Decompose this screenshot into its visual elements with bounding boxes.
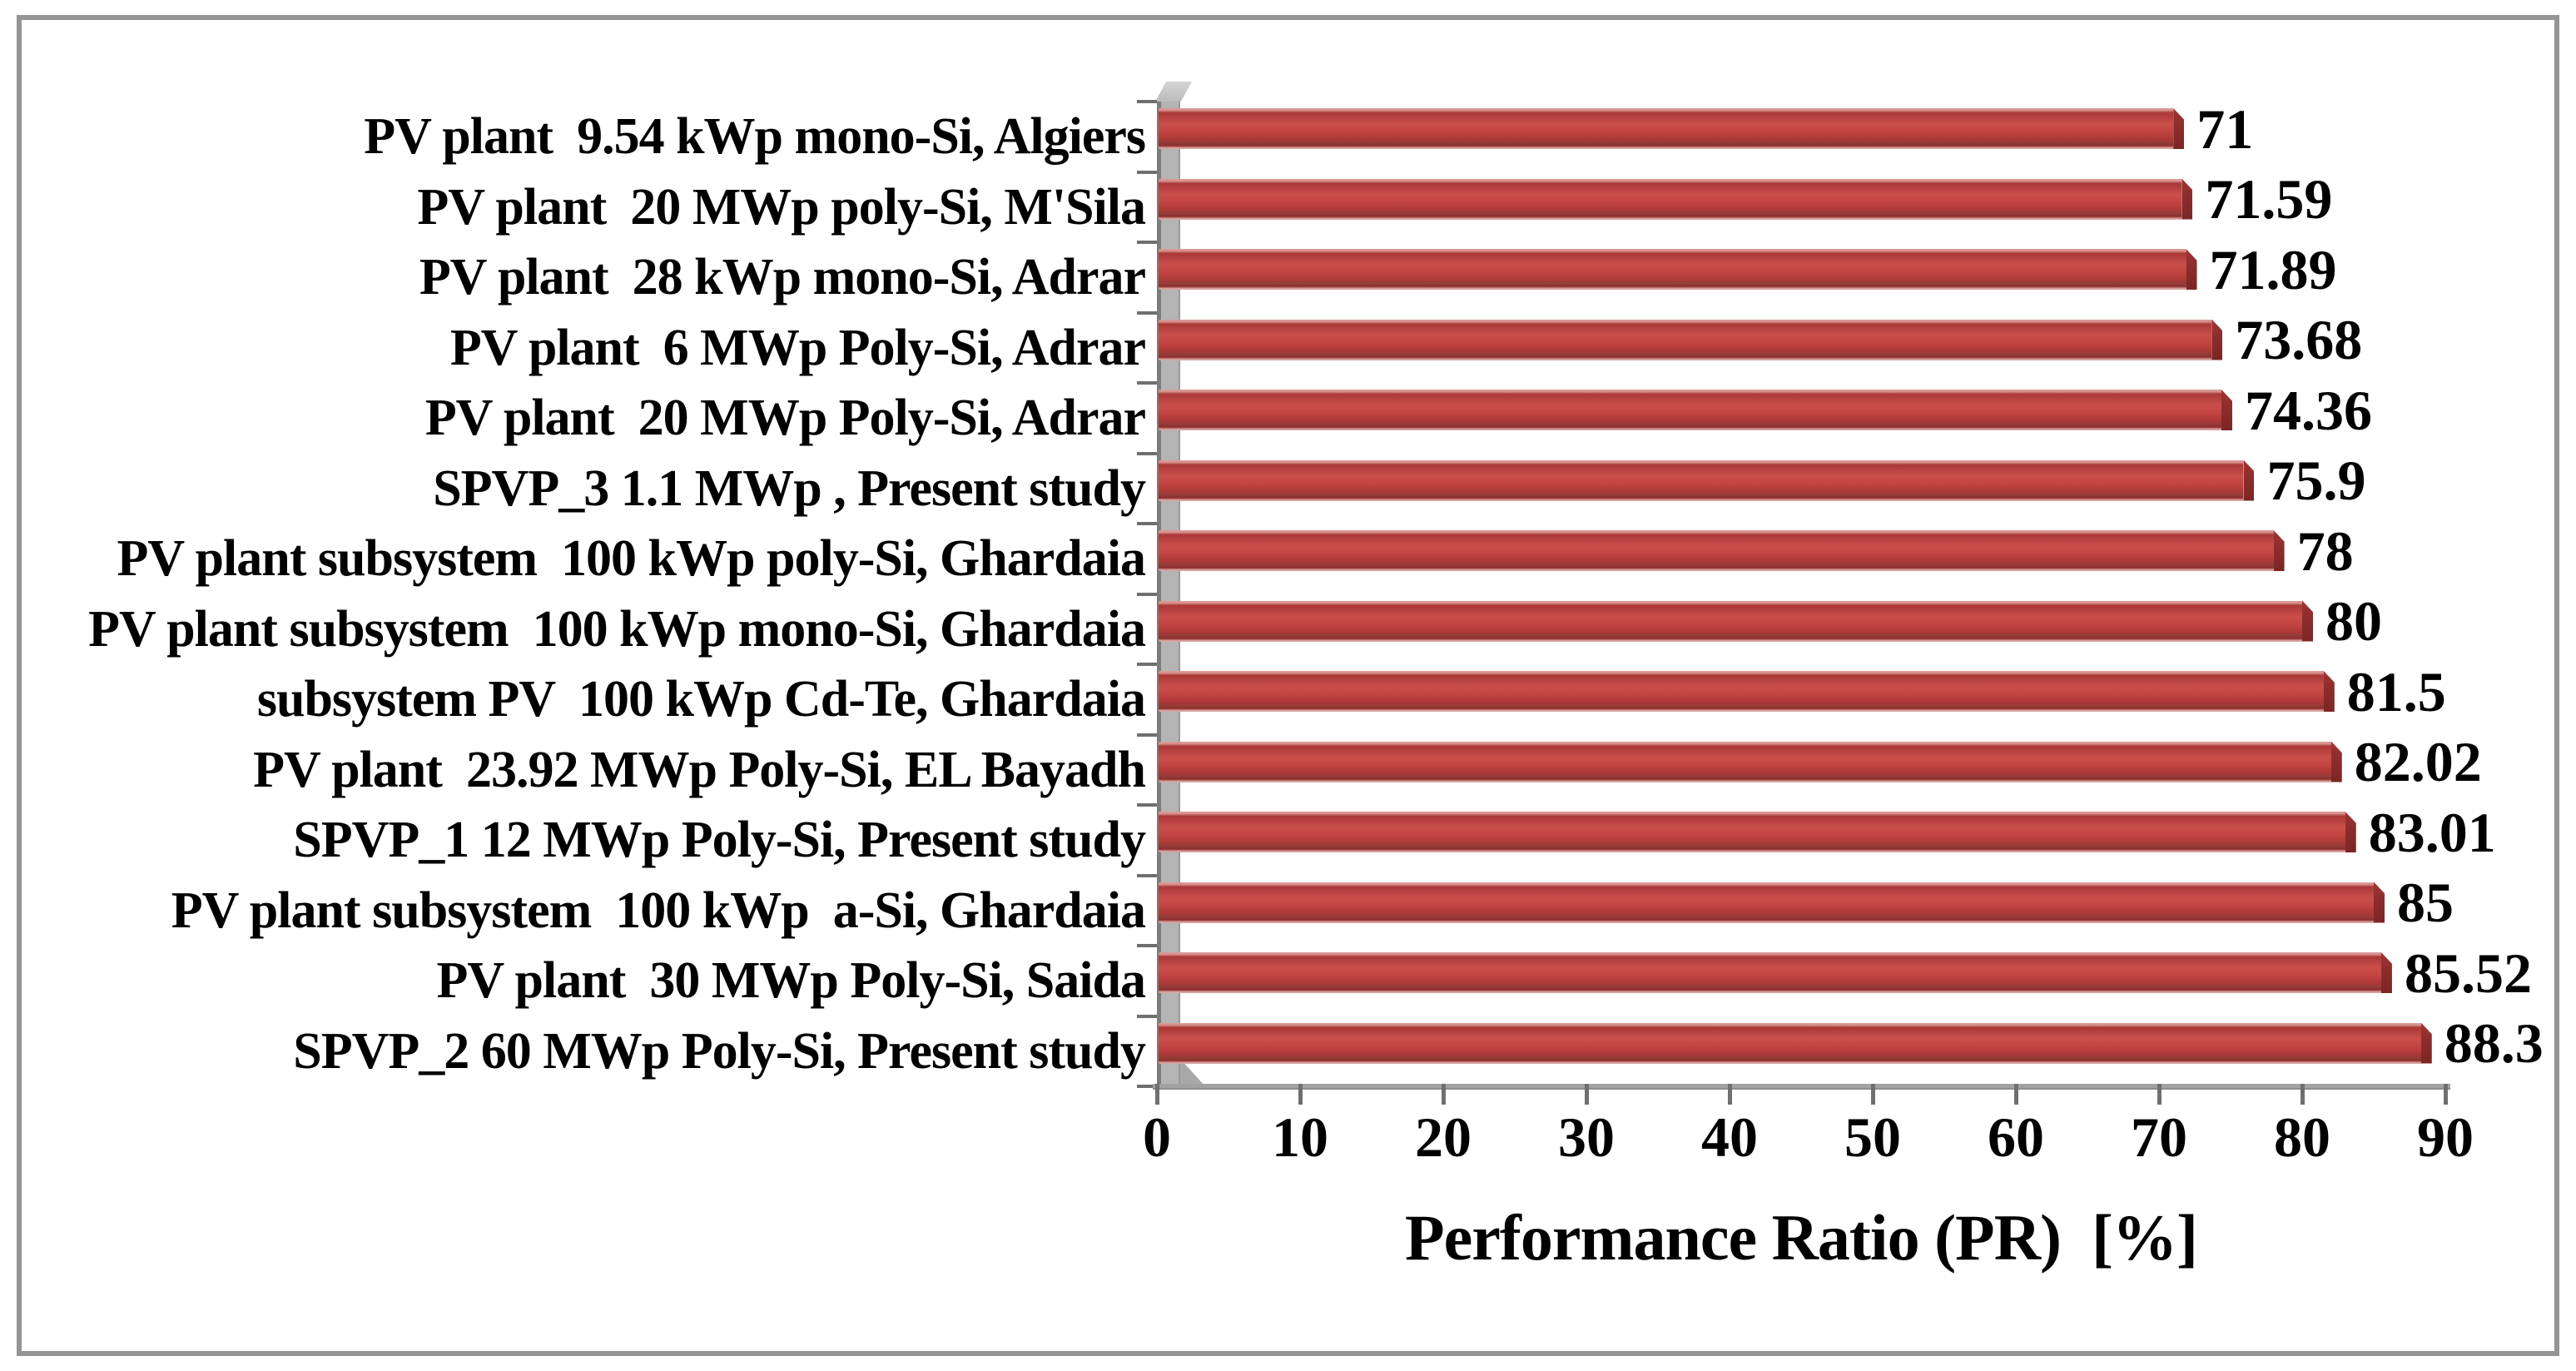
- x-axis-title: Performance Ratio (PR) [%]: [1405, 1201, 2198, 1274]
- chart-frame: [17, 15, 2559, 1356]
